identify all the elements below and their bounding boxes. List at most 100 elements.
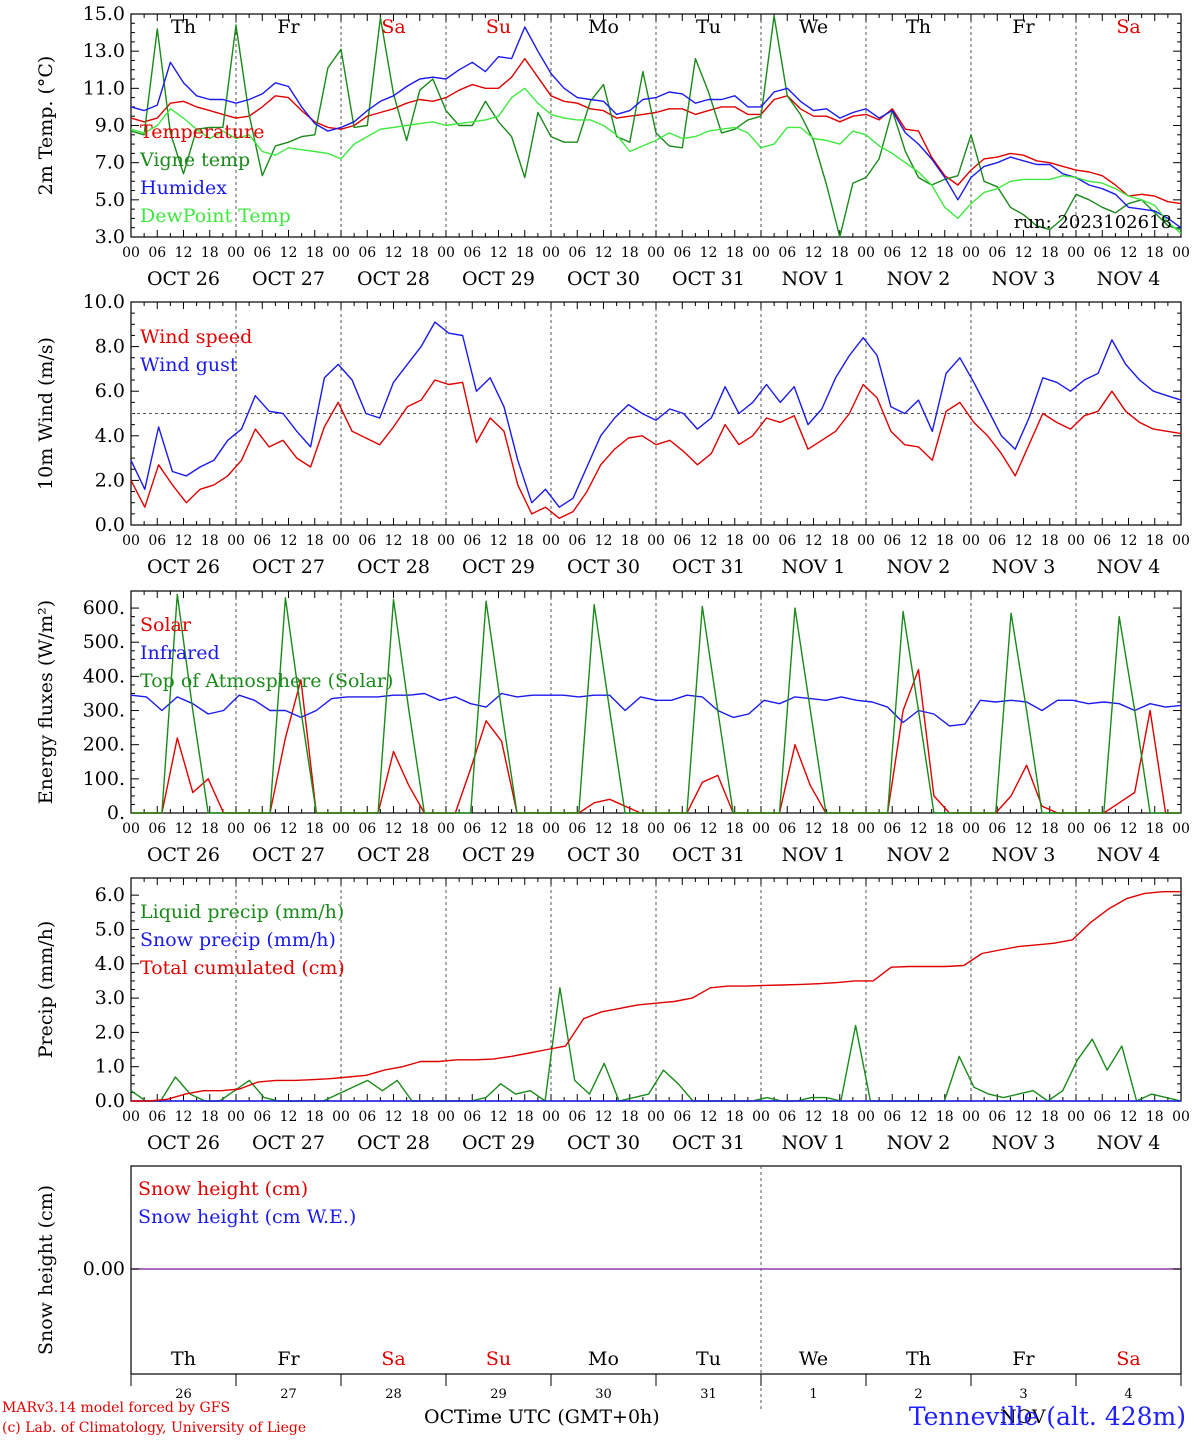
- weekday-label: Tu: [696, 1348, 721, 1370]
- y-tick-label: 300.: [83, 700, 125, 722]
- weekday-label: Sa: [1116, 16, 1140, 38]
- x-hour-label: 06: [463, 245, 481, 261]
- x-date-label: OCT 26: [147, 844, 220, 866]
- x-hour-label: 06: [1093, 533, 1111, 549]
- x-hour-label: 12: [595, 533, 613, 549]
- series-vigne-temp: [130, 15, 1182, 238]
- x-date-label: NOV 1: [782, 1132, 846, 1154]
- x-hour-label: 12: [385, 245, 403, 261]
- x-hour-label: 00: [542, 821, 560, 837]
- x-hour-label: 18: [516, 1109, 534, 1125]
- legend-entry: Snow height (cm W.E.): [138, 1206, 356, 1228]
- x-hour-label: 00: [542, 245, 560, 261]
- x-date-label: OCT 27: [252, 556, 325, 578]
- weekday-label: Th: [171, 16, 196, 38]
- legend-entry: Infrared: [140, 642, 220, 664]
- x-hour-label: 06: [673, 245, 691, 261]
- y-axis-title: Snow height (cm): [35, 1185, 57, 1355]
- x-hour-label: 06: [148, 1109, 166, 1125]
- x-date-label: NOV 1: [782, 844, 846, 866]
- legend-entry: Vigne temp: [139, 149, 250, 171]
- y-tick-label: 10.0: [83, 291, 125, 313]
- x-hour-label: 12: [595, 245, 613, 261]
- weekday-label: Tu: [696, 16, 721, 38]
- x-hour-label: 12: [1015, 533, 1033, 549]
- y-tick-label: 400.: [83, 665, 125, 687]
- x-hour-label: 06: [1093, 1109, 1111, 1125]
- day-number-label: 4: [1124, 1387, 1132, 1402]
- x-hour-label: 18: [1041, 533, 1059, 549]
- x-hour-label: 12: [700, 821, 718, 837]
- x-hour-label: 00: [752, 821, 770, 837]
- y-tick-label: 3.0: [95, 226, 125, 248]
- legend-entry: Wind gust: [140, 354, 238, 376]
- x-hour-label: 00: [227, 1109, 245, 1125]
- y-tick-label: 6.0: [95, 884, 125, 906]
- y-axis-title: Energy fluxes (W/m²): [35, 600, 57, 804]
- x-hour-label: 00: [437, 821, 455, 837]
- x-date-label: NOV 3: [992, 268, 1056, 290]
- x-hour-label: 06: [568, 245, 586, 261]
- x-hour-label: 12: [1120, 1109, 1138, 1125]
- x-hour-label: 00: [647, 533, 665, 549]
- legend-entry: Snow height (cm): [138, 1178, 308, 1200]
- x-hour-label: 18: [306, 533, 324, 549]
- x-hour-label: 18: [621, 1109, 639, 1125]
- y-tick-label: 6.0: [95, 380, 125, 402]
- x-hour-label: 12: [175, 821, 193, 837]
- x-hour-label: 06: [568, 821, 586, 837]
- x-date-label: NOV 1: [782, 268, 846, 290]
- weekday-label: Fr: [277, 1348, 300, 1370]
- weekday-label: Th: [171, 1348, 196, 1370]
- x-hour-label: 18: [411, 1109, 429, 1125]
- x-date-label: OCT 29: [462, 1132, 535, 1154]
- day-number-label: 2: [914, 1387, 922, 1402]
- x-hour-label: 12: [1120, 821, 1138, 837]
- legend-entry: Liquid precip (mm/h): [140, 901, 344, 923]
- y-tick-label: 9.0: [95, 115, 125, 137]
- x-hour-label: 06: [148, 245, 166, 261]
- x-hour-label: 00: [227, 533, 245, 549]
- x-hour-label: 12: [910, 245, 928, 261]
- x-hour-label: 18: [1041, 245, 1059, 261]
- x-hour-label: 12: [175, 533, 193, 549]
- x-date-label: OCT 31: [672, 268, 745, 290]
- x-hour-label: 18: [1146, 1109, 1164, 1125]
- x-hour-label: 18: [726, 821, 744, 837]
- x-hour-label: 18: [411, 245, 429, 261]
- y-tick-label: 5.0: [95, 189, 125, 211]
- weekday-label: Fr: [277, 16, 300, 38]
- weekday-label: Fr: [1012, 16, 1035, 38]
- x-date-label: NOV 3: [992, 1132, 1056, 1154]
- y-axis-title: 10m Wind (m/s): [35, 337, 57, 490]
- x-hour-label: 06: [358, 245, 376, 261]
- weekday-label: Th: [906, 16, 931, 38]
- x-hour-label: 12: [910, 1109, 928, 1125]
- y-axis-title: Precip (mm/h): [35, 921, 57, 1059]
- weekday-label: Su: [486, 16, 511, 38]
- x-date-label: OCT 28: [357, 268, 430, 290]
- x-hour-label: 00: [227, 245, 245, 261]
- legend-entry: Wind speed: [140, 326, 252, 348]
- legend-entry: Total cumulated (cm): [140, 957, 345, 979]
- x-hour-label: 00: [332, 1109, 350, 1125]
- x-hour-label: 18: [621, 821, 639, 837]
- x-hour-label: 12: [280, 1109, 298, 1125]
- x-hour-label: 06: [358, 1109, 376, 1125]
- x-date-label: OCT 26: [147, 556, 220, 578]
- x-hour-label: 18: [1041, 821, 1059, 837]
- x-hour-label: 18: [306, 1109, 324, 1125]
- x-hour-label: 18: [936, 1109, 954, 1125]
- y-axis-title: 2m Temp. (°C): [35, 56, 57, 196]
- weekday-label: Sa: [381, 16, 405, 38]
- x-date-label: OCT 31: [672, 556, 745, 578]
- x-date-label: OCT 27: [252, 268, 325, 290]
- x-hour-label: 00: [752, 533, 770, 549]
- legend-entry: Top of Atmosphere (Solar): [140, 670, 393, 692]
- day-number-label: 28: [385, 1387, 402, 1402]
- x-hour-label: 06: [883, 533, 901, 549]
- x-hour-label: 12: [805, 245, 823, 261]
- x-hour-label: 18: [621, 245, 639, 261]
- x-hour-label: 18: [516, 821, 534, 837]
